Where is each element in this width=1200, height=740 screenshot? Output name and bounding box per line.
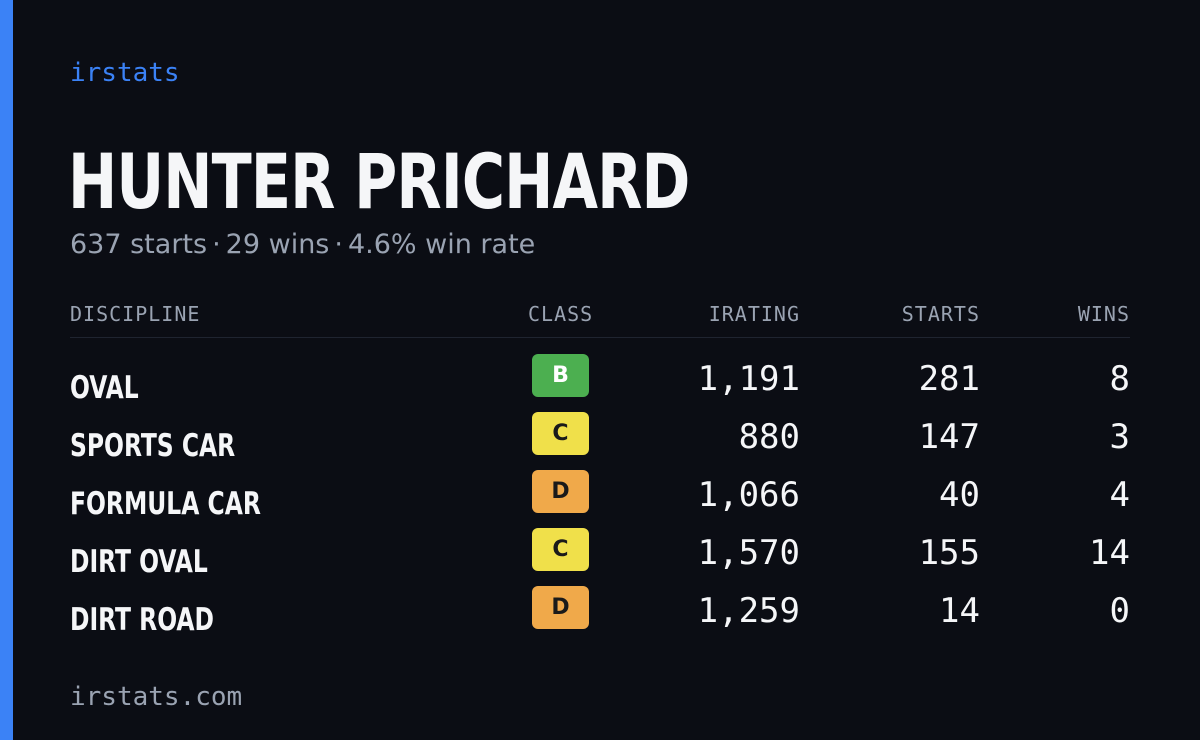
table-header: DISCIPLINE CLASS IRATING STARTS WINS [70, 300, 1130, 338]
discipline-name: DIRT OVAL [70, 544, 208, 580]
wins-value: 8 [1109, 359, 1130, 399]
starts-value: 147 [918, 417, 980, 457]
table-row: DIRT ROAD D 1,259 14 0 [70, 586, 1130, 648]
header-class: CLASS [528, 302, 594, 326]
irating-value: 880 [738, 417, 800, 457]
table-row: DIRT OVAL C 1,570 155 14 [70, 528, 1130, 590]
irating-value: 1,191 [697, 359, 800, 399]
irating-value: 1,066 [697, 475, 800, 515]
starts-value: 14 [939, 591, 980, 631]
starts-summary: 637 starts [70, 229, 208, 260]
irating-value: 1,570 [697, 533, 800, 573]
header-starts: STARTS [901, 302, 980, 326]
table-row: FORMULA CAR D 1,066 40 4 [70, 470, 1130, 532]
discipline-name: OVAL [70, 370, 139, 406]
class-badge: D [532, 470, 589, 513]
wins-value: 0 [1109, 591, 1130, 631]
driver-name: HUNTER PRICHARD [68, 137, 690, 226]
wins-summary: 29 wins [225, 229, 330, 260]
table-row: OVAL B 1,191 281 8 [70, 354, 1130, 416]
class-badge: C [532, 528, 589, 571]
header-wins: WINS [1077, 302, 1130, 326]
header-irating: IRATING [708, 302, 800, 326]
class-badge: C [532, 412, 589, 455]
header-discipline: DISCIPLINE [70, 302, 201, 326]
table-row: SPORTS CAR C 880 147 3 [70, 412, 1130, 474]
win-rate-summary: 4.6% win rate [347, 229, 536, 260]
class-badge: B [532, 354, 589, 397]
irating-value: 1,259 [697, 591, 800, 631]
starts-value: 281 [918, 359, 980, 399]
separator-dot: · [334, 229, 343, 260]
separator-dot: · [212, 229, 221, 260]
starts-value: 155 [918, 533, 980, 573]
wins-value: 4 [1109, 475, 1130, 515]
discipline-name: FORMULA CAR [70, 486, 261, 522]
discipline-name: DIRT ROAD [70, 602, 215, 638]
wins-value: 14 [1089, 533, 1130, 573]
wins-value: 3 [1109, 417, 1130, 457]
brand-label: irstats [70, 58, 180, 88]
accent-bar [0, 0, 13, 740]
footer-domain: irstats.com [70, 682, 243, 712]
class-badge: D [532, 586, 589, 629]
starts-value: 40 [939, 475, 980, 515]
driver-summary: 637 starts · 29 wins · 4.6% win rate [70, 228, 535, 262]
discipline-name: SPORTS CAR [70, 428, 236, 464]
